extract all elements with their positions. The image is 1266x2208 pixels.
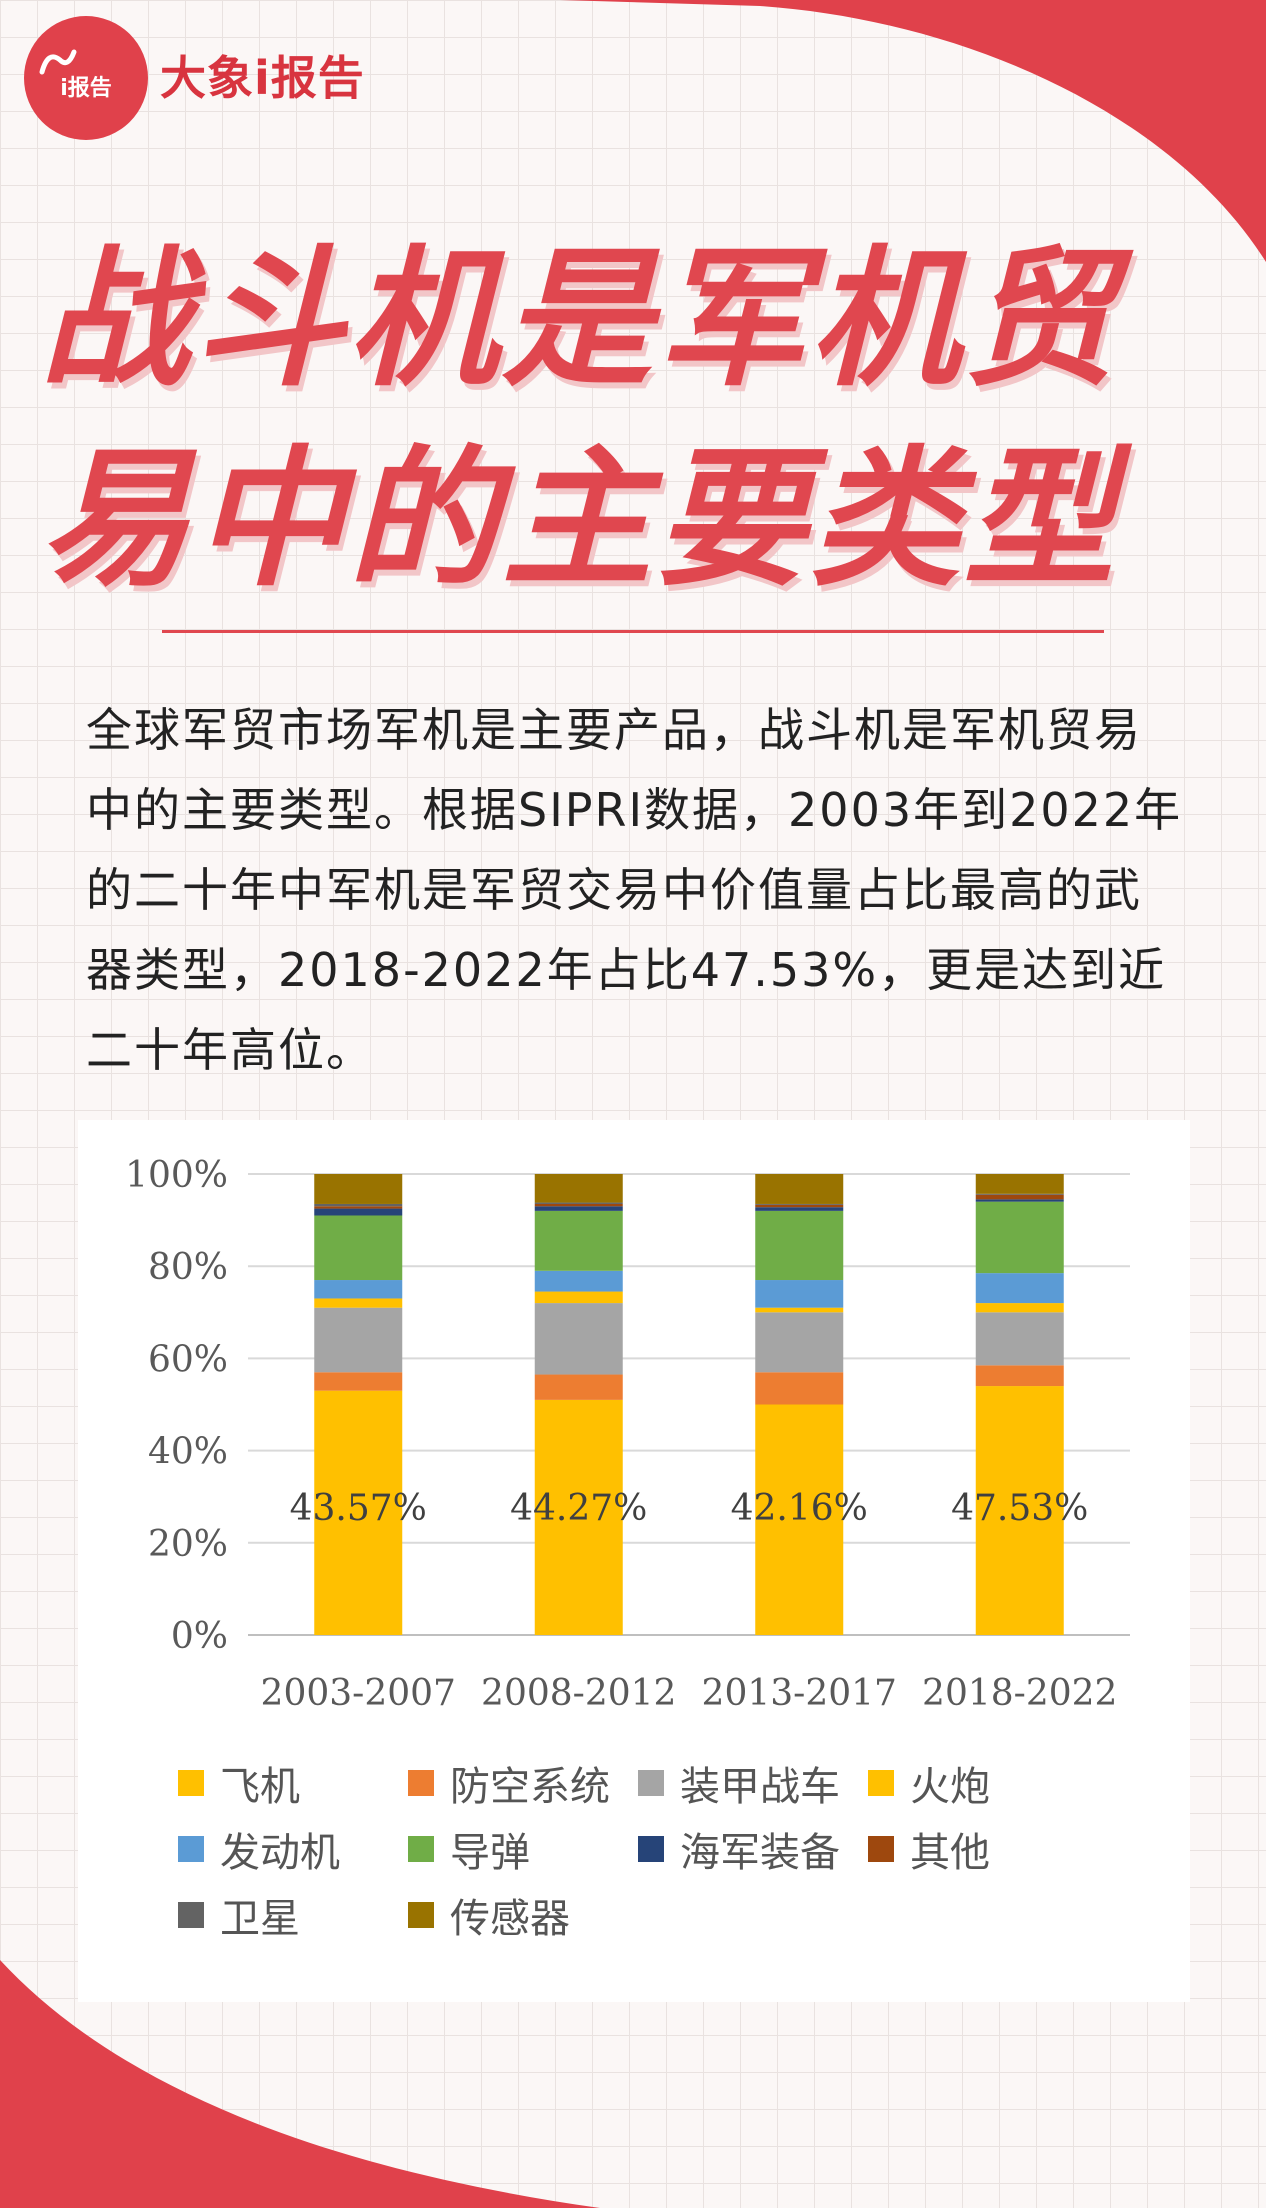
legend-swatch — [178, 1902, 204, 1928]
legend-item: 导弹 — [408, 1826, 530, 1876]
legend-swatch — [868, 1770, 894, 1796]
bar-segment — [755, 1203, 844, 1205]
bar-segment — [755, 1404, 844, 1635]
legend-item: 火炮 — [868, 1760, 990, 1810]
logo-mark-icon — [39, 49, 77, 75]
legend-swatch — [408, 1770, 434, 1796]
legend-label: 传感器 — [450, 1896, 570, 1942]
bar-segment — [534, 1374, 623, 1400]
bar-segment — [975, 1273, 1064, 1304]
bar-segment — [314, 1206, 403, 1209]
y-tick-label: 40% — [148, 1432, 228, 1473]
bar-segment — [755, 1174, 844, 1204]
bar-segment — [975, 1199, 1064, 1202]
y-tick-label: 100% — [125, 1155, 228, 1196]
bar-segment — [755, 1207, 844, 1211]
legend-label: 导弹 — [450, 1830, 530, 1876]
legend-label: 装甲战车 — [680, 1764, 840, 1810]
legend-swatch — [178, 1836, 204, 1862]
legend-item: 防空系统 — [408, 1760, 610, 1810]
x-tick-label: 2003-2007 — [261, 1673, 456, 1714]
legend-item: 其他 — [868, 1826, 990, 1876]
legend-label: 防空系统 — [450, 1764, 610, 1810]
legend-label: 火炮 — [910, 1764, 990, 1810]
legend-item: 装甲战车 — [638, 1760, 840, 1810]
y-tick-label: 20% — [148, 1524, 228, 1565]
bar-segment — [314, 1390, 403, 1635]
bar-segment — [975, 1386, 1064, 1635]
bar-segment — [314, 1174, 403, 1204]
bar-segment — [534, 1291, 623, 1304]
y-tick-label: 0% — [171, 1616, 228, 1657]
bar-segment — [314, 1307, 403, 1373]
logo-text: i报告 — [60, 76, 112, 101]
bar-segment — [755, 1280, 844, 1308]
page-title: 战斗机是军机贸易中的主要类型 — [40, 233, 1119, 607]
data-label: 44.27% — [510, 1488, 647, 1529]
bar-segment — [314, 1298, 403, 1308]
legend-swatch — [408, 1836, 434, 1862]
brand-name: 大象i报告 — [160, 51, 365, 105]
legend-label: 其他 — [910, 1830, 990, 1876]
y-tick-label: 80% — [148, 1247, 228, 1288]
data-label: 42.16% — [731, 1488, 868, 1529]
bar-segment — [755, 1372, 844, 1405]
legend-label: 海军装备 — [680, 1830, 840, 1876]
bar-segment — [314, 1372, 403, 1391]
bar-segment — [534, 1202, 623, 1204]
bar-segment — [975, 1174, 1064, 1194]
legend-label: 发动机 — [220, 1830, 340, 1876]
title-divider — [162, 630, 1104, 633]
bar-segment — [755, 1312, 844, 1373]
data-label: 43.57% — [290, 1488, 427, 1529]
chart-canvas: 0% 20% 40% 60% 80% 100% 43.57% 2003-2007 44.27% 2… — [125, 1155, 1130, 1714]
x-tick-label: 2018-2022 — [922, 1673, 1117, 1714]
legend-item: 发动机 — [178, 1826, 340, 1876]
legend-item: 传感器 — [408, 1892, 570, 1942]
bar-segment — [314, 1203, 403, 1207]
bar-segment — [755, 1204, 844, 1208]
bar-segment — [975, 1194, 1064, 1200]
bar-segment — [534, 1203, 623, 1207]
legend-swatch — [638, 1770, 664, 1796]
bar-segment — [314, 1208, 403, 1216]
bar-segment — [975, 1303, 1064, 1313]
bar-segment — [534, 1210, 623, 1271]
bar-segment — [534, 1270, 623, 1292]
bar-segment — [755, 1307, 844, 1313]
brand-logo: i报告 — [24, 16, 148, 140]
bar-segment — [534, 1399, 623, 1635]
legend-label: 卫星 — [220, 1896, 300, 1942]
bar-segment — [975, 1365, 1064, 1387]
legend-swatch — [408, 1902, 434, 1928]
bar-segment — [314, 1215, 403, 1281]
legend-item: 飞机 — [178, 1760, 300, 1810]
x-tick-label: 2013-2017 — [702, 1673, 897, 1714]
legend-item: 卫星 — [178, 1892, 300, 1942]
legend-label: 飞机 — [220, 1764, 300, 1810]
bar-segment — [534, 1206, 623, 1211]
stacked-bar-chart: 0% 20% 40% 60% 80% 100% 43.57% 2003-2007 44.27% 2… — [78, 1120, 1190, 2002]
bar-segment — [534, 1174, 623, 1203]
legend-item: 海军装备 — [638, 1826, 840, 1876]
bar-segment — [534, 1303, 623, 1375]
bar-segment — [975, 1312, 1064, 1366]
legend-swatch — [178, 1770, 204, 1796]
bar-segment — [975, 1193, 1064, 1195]
bar-segment — [975, 1201, 1064, 1274]
legend-swatch — [638, 1836, 664, 1862]
legend-swatch — [868, 1836, 894, 1862]
bar-segment — [755, 1210, 844, 1281]
bar-segment — [314, 1280, 403, 1299]
y-tick-label: 60% — [148, 1339, 228, 1380]
body-paragraph: 全球军贸市场军机是主要产品，战斗机是军机贸易中的主要类型。根据SIPRI数据，2… — [86, 703, 1183, 1077]
data-label: 47.53% — [951, 1488, 1088, 1529]
x-tick-label: 2008-2012 — [481, 1673, 676, 1714]
